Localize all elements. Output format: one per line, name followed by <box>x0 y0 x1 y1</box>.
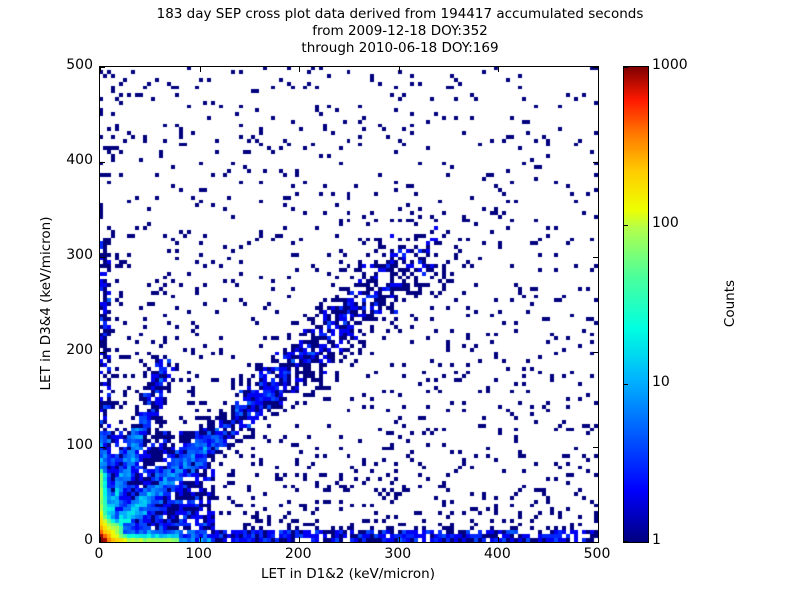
x-tick-200 <box>299 537 300 542</box>
x-tick-0 <box>100 537 101 542</box>
plot-area <box>99 66 599 543</box>
colorbar-gradient <box>624 67 648 542</box>
y-tick-right-100 <box>593 447 598 448</box>
y-tick-100 <box>100 447 105 448</box>
colorbar-tick-label-1: 1 <box>652 532 661 548</box>
x-tick-top-500 <box>598 67 599 72</box>
x-tick-top-100 <box>200 67 201 72</box>
chart-title: 183 day SEP cross plot data derived from… <box>0 6 800 57</box>
x-tick-label-500: 500 <box>583 546 611 562</box>
x-tick-label-300: 300 <box>384 546 412 562</box>
y-tick-label-0: 0 <box>84 532 93 548</box>
y-axis-label: LET in D3&4 (keV/micron) <box>38 216 54 391</box>
colorbar-label: Counts <box>722 279 738 328</box>
x-tick-top-0 <box>100 67 101 72</box>
colorbar-tick-1000 <box>624 67 628 68</box>
y-tick-right-300 <box>593 257 598 258</box>
x-tick-300 <box>399 537 400 542</box>
y-tick-right-500 <box>593 67 598 68</box>
y-tick-200 <box>100 352 105 353</box>
chart-title-line-1: 183 day SEP cross plot data derived from… <box>156 6 644 22</box>
y-tick-label-300: 300 <box>66 247 93 263</box>
y-tick-label-100: 100 <box>66 437 93 453</box>
x-tick-label-100: 100 <box>185 546 212 562</box>
colorbar-tick-label-1000: 1000 <box>652 57 688 73</box>
y-tick-400 <box>100 162 105 163</box>
x-tick-500 <box>598 537 599 542</box>
x-axis-label: LET in D1&2 (keV/micron) <box>261 566 435 582</box>
y-tick-300 <box>100 257 105 258</box>
x-tick-400 <box>498 537 499 542</box>
x-tick-top-400 <box>498 67 499 72</box>
y-tick-label-400: 400 <box>66 152 93 168</box>
x-tick-label-200: 200 <box>284 546 312 562</box>
colorbar <box>623 66 649 543</box>
colorbar-tick-10 <box>624 384 628 385</box>
chart-title-line-2: from 2009-12-18 DOY:352 <box>312 23 488 39</box>
x-tick-label-0: 0 <box>94 546 104 562</box>
x-tick-top-300 <box>399 67 400 72</box>
colorbar-tick-label-100: 100 <box>652 215 679 231</box>
x-tick-100 <box>200 537 201 542</box>
y-tick-500 <box>100 67 105 68</box>
y-tick-right-200 <box>593 352 598 353</box>
y-tick-0 <box>100 542 105 543</box>
y-tick-right-400 <box>593 162 598 163</box>
y-tick-label-200: 200 <box>66 342 93 358</box>
chart-title-line-3: through 2010-06-18 DOY:169 <box>301 40 499 56</box>
x-tick-top-200 <box>299 67 300 72</box>
colorbar-tick-label-10: 10 <box>652 374 670 390</box>
y-tick-right-0 <box>593 542 598 543</box>
colorbar-tick-100 <box>624 225 628 226</box>
colorbar-tick-1 <box>624 541 628 542</box>
scatter-density-plot <box>100 67 598 542</box>
y-tick-label-500: 500 <box>66 57 93 73</box>
x-tick-label-400: 400 <box>484 546 511 562</box>
